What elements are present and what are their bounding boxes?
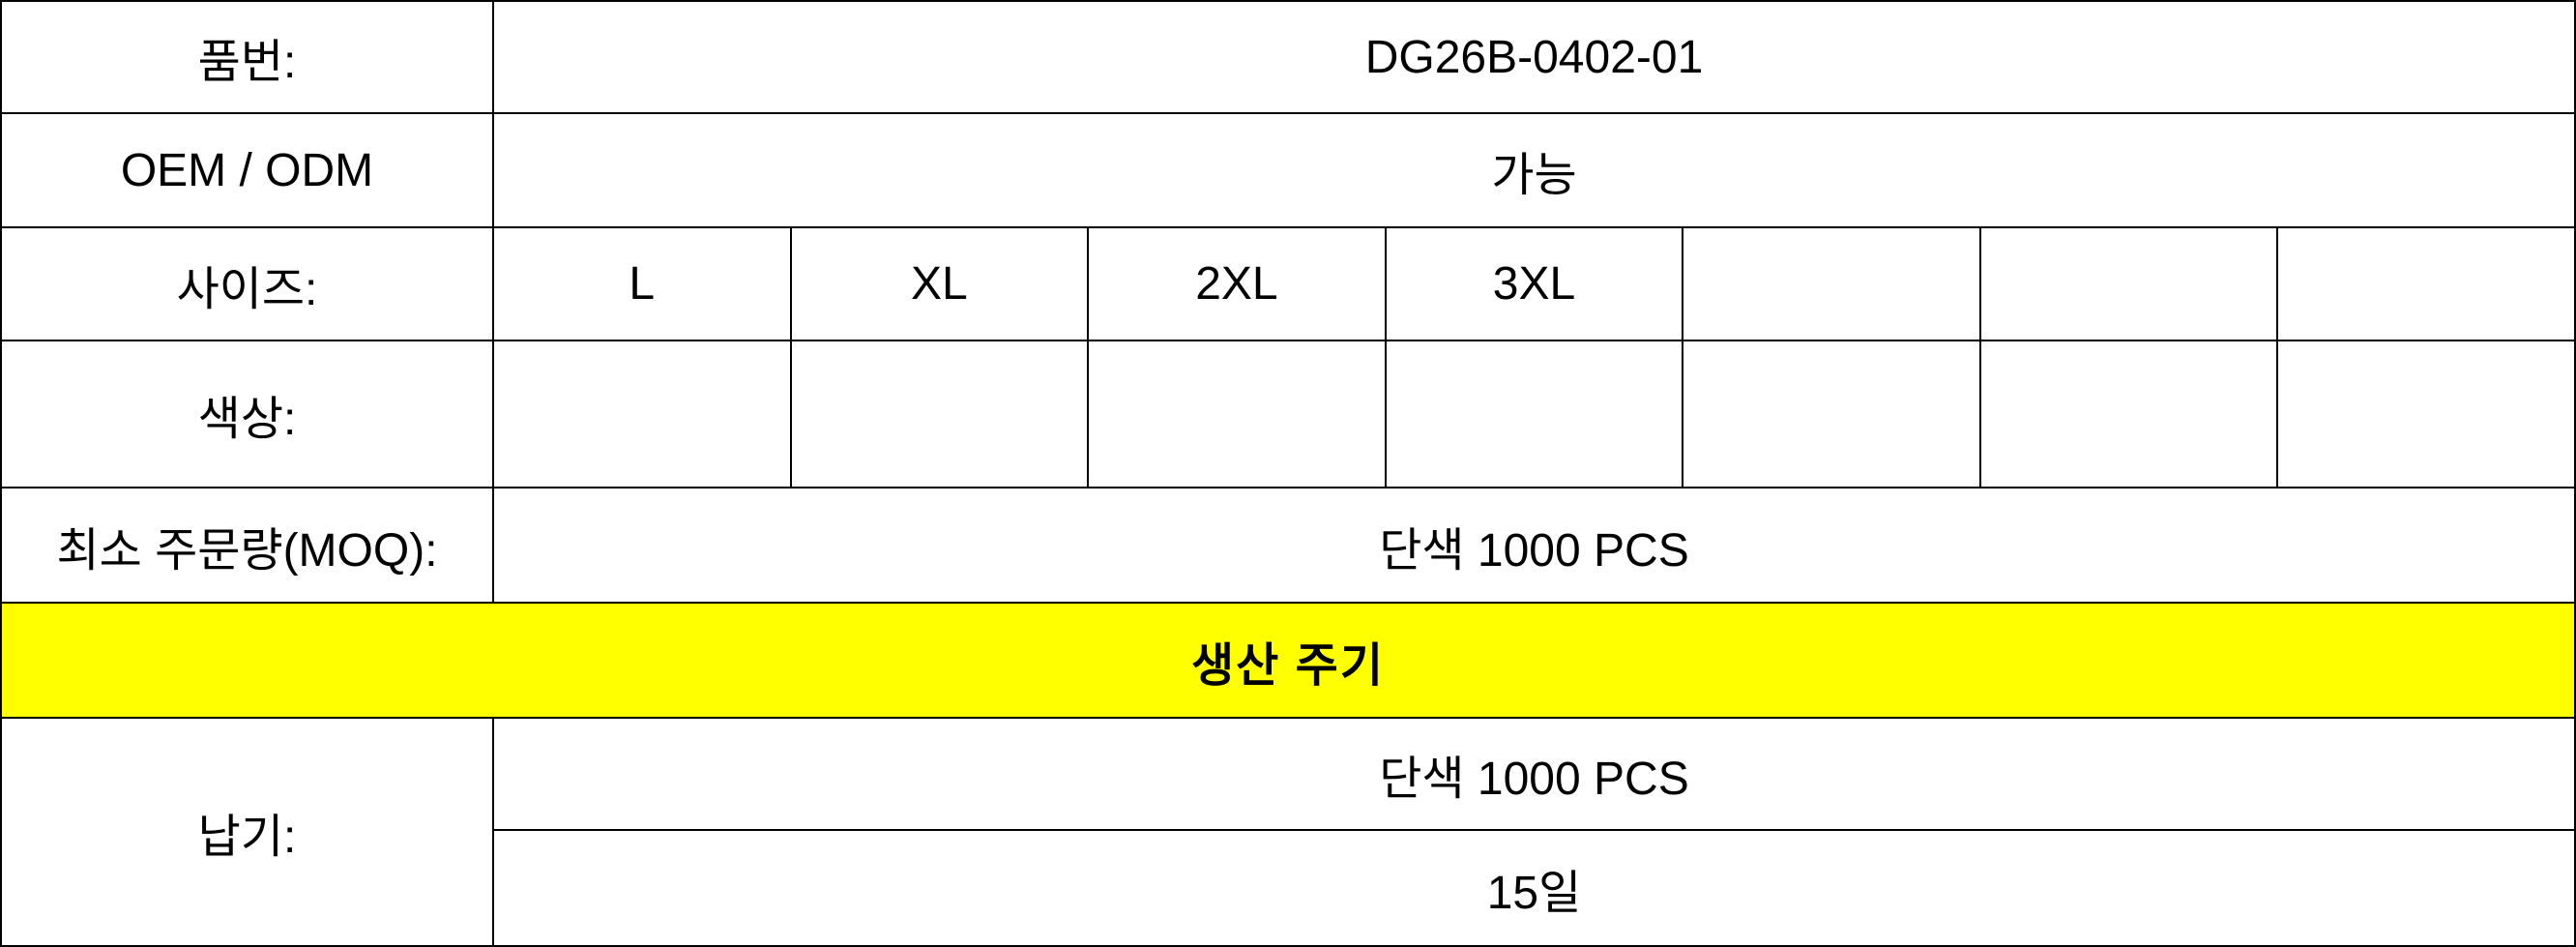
color-cell-3 <box>1089 341 1385 487</box>
color-cell-4 <box>1386 341 1683 487</box>
part-number-label-cell: 품번: <box>2 2 492 112</box>
size-cell-7 <box>2278 228 2574 340</box>
moq-value-cell: 단색 1000 PCS <box>494 488 2574 602</box>
size-cell-4: 3XL <box>1386 228 1683 340</box>
part-number-value-cell: DG26B-0402-01 <box>494 2 2574 112</box>
oem-odm-label-cell: OEM / ODM <box>2 114 492 226</box>
delivery-days-cell: 15일 <box>494 831 2574 945</box>
delivery-label-cell: 납기: <box>2 719 492 945</box>
color-cell-6 <box>1980 341 2277 487</box>
size-cell-3: 2XL <box>1089 228 1385 340</box>
moq-label-cell: 최소 주문량(MOQ): <box>2 488 492 602</box>
color-cell-1 <box>494 341 790 487</box>
delivery-qty-cell: 단색 1000 PCS <box>494 719 2574 829</box>
color-cell-5 <box>1683 341 1979 487</box>
size-label-cell: 사이즈: <box>2 228 492 340</box>
size-cell-2: XL <box>791 228 1088 340</box>
color-cell-2 <box>791 341 1088 487</box>
size-cell-6 <box>1980 228 2277 340</box>
color-label-cell: 색상: <box>2 341 492 487</box>
production-cycle-header: 생산 주기 <box>2 604 2574 717</box>
size-cell-1: L <box>494 228 790 340</box>
oem-odm-value-cell: 가능 <box>494 114 2574 226</box>
color-cell-7 <box>2278 341 2574 487</box>
size-cell-5 <box>1683 228 1979 340</box>
